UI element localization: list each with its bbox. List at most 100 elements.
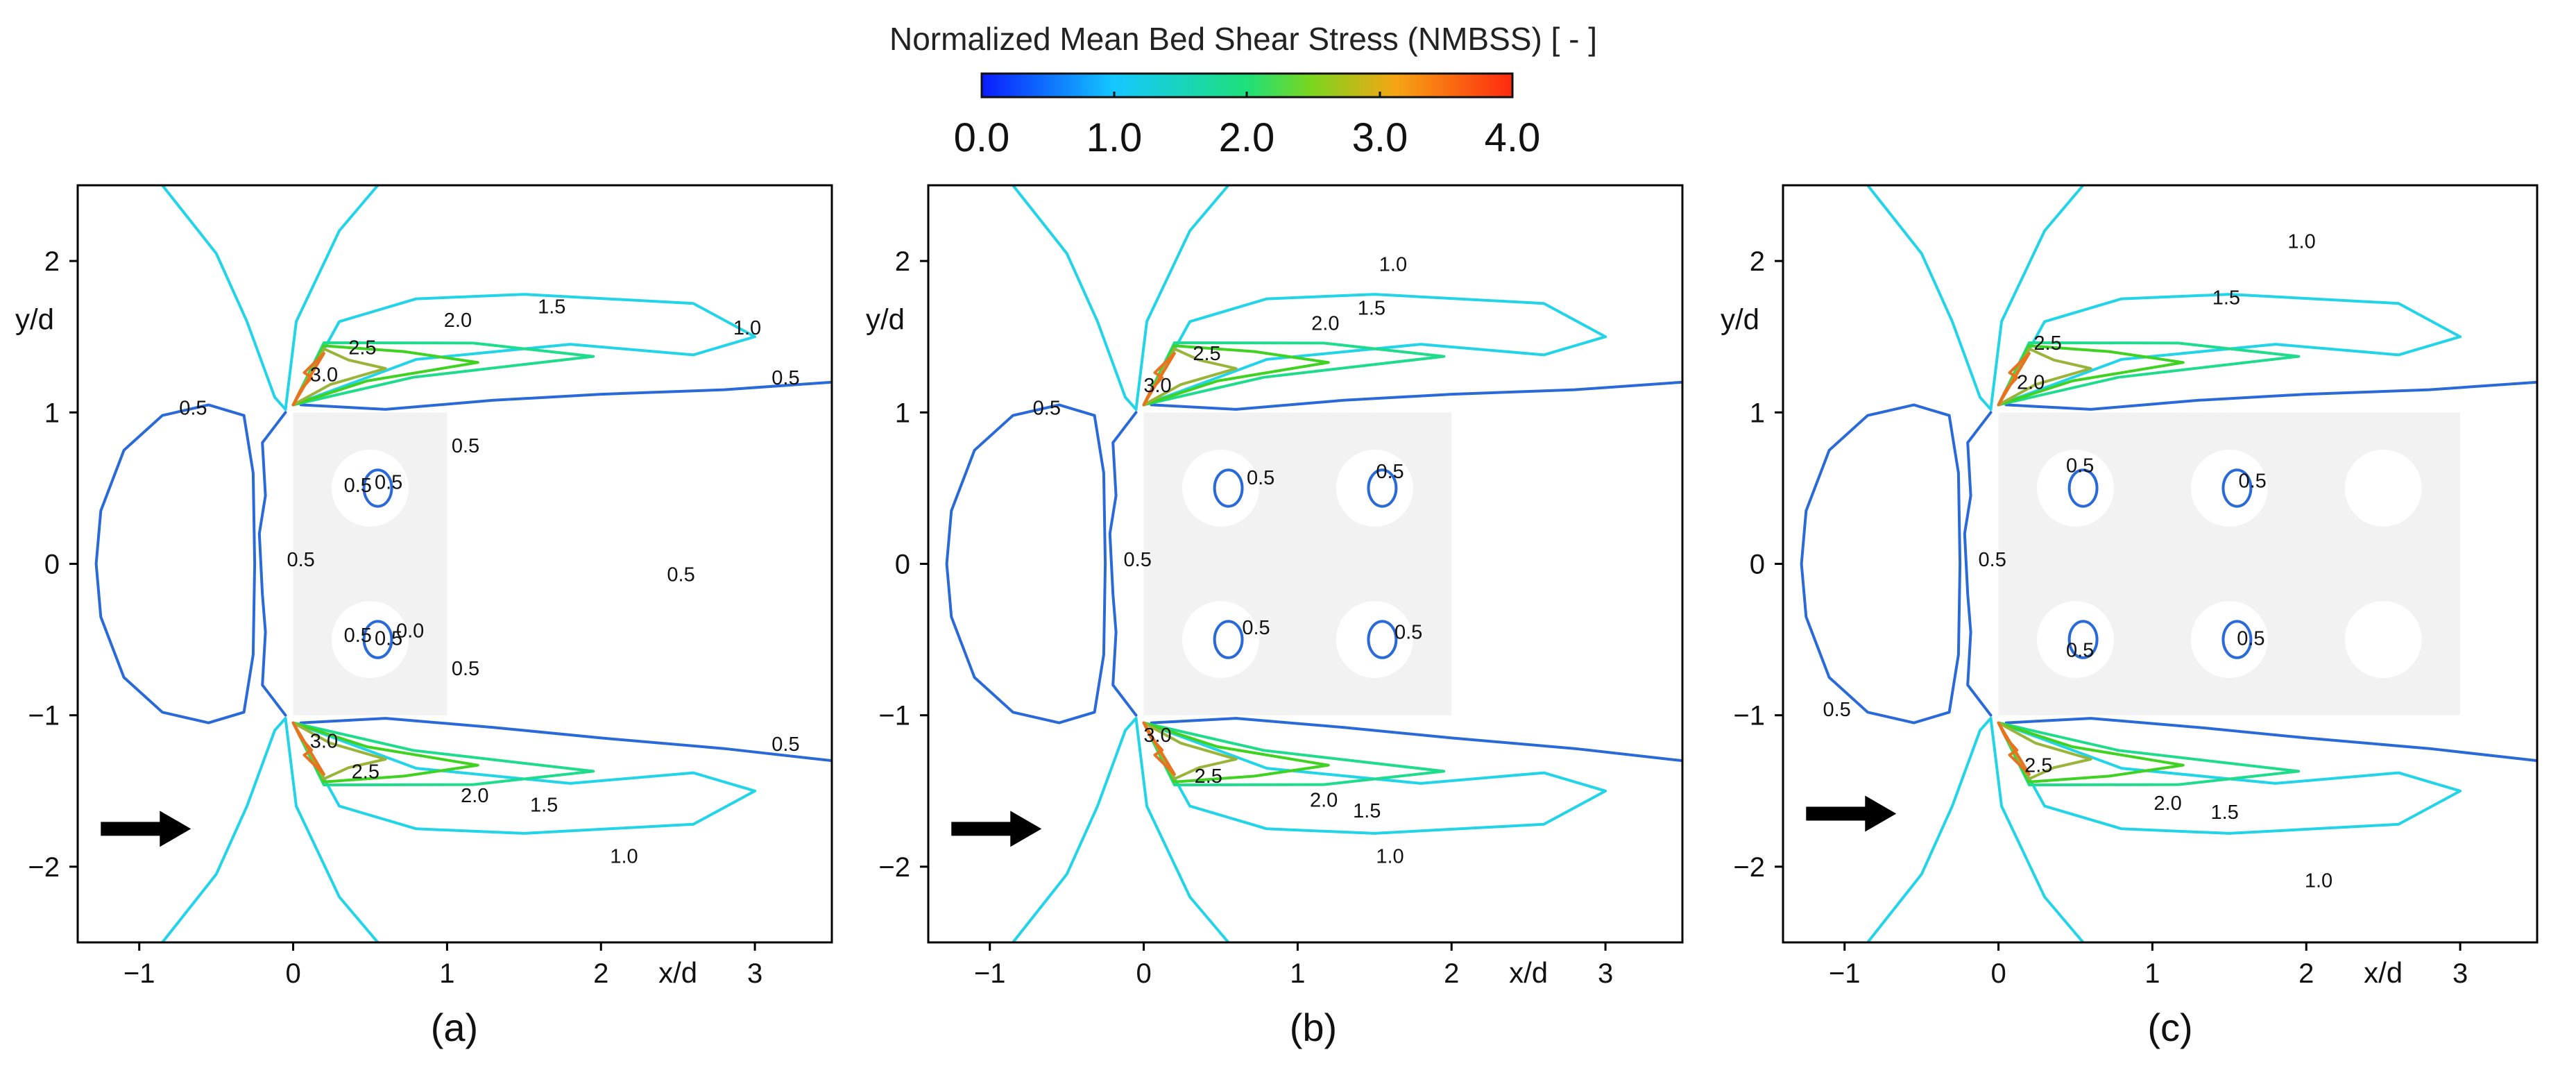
contour-label: 0.5: [1124, 549, 1152, 571]
contour-0.5-wake-upper: [1150, 380, 1682, 411]
y-axis-label: y/d: [866, 303, 905, 335]
colorbar-tick-label: 2.0: [1219, 115, 1275, 160]
contour-label: 0.5: [1247, 467, 1274, 489]
colorbar-ticks: [1113, 92, 1381, 97]
flow-direction-arrow: [101, 811, 191, 847]
contour-label: 2.5: [348, 337, 376, 359]
x-axis-label: x/d: [658, 956, 697, 989]
contour-label: 0.5: [1979, 549, 2006, 571]
colorbar-tick-label: 0.0: [954, 115, 1010, 160]
contour-label: 3.0: [310, 731, 338, 753]
contour-0.5-upstream-lobe: [945, 403, 1107, 724]
contour-label: 1.0: [1376, 845, 1404, 867]
contour-label: 0.5: [2238, 470, 2266, 492]
contour-0.5-front: [257, 411, 287, 717]
colorbar: Normalized Mean Bed Shear Stress (NMBSS)…: [889, 21, 1597, 160]
contour-1.0-wake-lower: [1997, 721, 2462, 835]
contour-3.0-upper: [1142, 352, 1176, 407]
contour-label: 0.5: [1823, 699, 1850, 721]
contour-label: 1.5: [538, 296, 565, 318]
contour-0.5-cylinder-loop: [2221, 468, 2253, 508]
y-tick-label: −1: [28, 701, 60, 731]
contour-1.0-tongue-upper: [1989, 185, 2085, 411]
colorbar-title: Normalized Mean Bed Shear Stress (NMBSS)…: [889, 21, 1597, 57]
x-tick-label: 2: [593, 958, 608, 989]
y-tick-label: −2: [1733, 852, 1765, 883]
contour-1.0-tongue-lower: [284, 717, 379, 942]
colorbar-tick-label: 4.0: [1485, 115, 1541, 160]
contour-3.0-lower: [1997, 721, 2031, 776]
contour-0.5-cylinder-loop: [2067, 620, 2099, 659]
x-tick-label: 3: [2453, 958, 2468, 989]
x-tick-label: −1: [1829, 958, 1861, 989]
x-axis-label: x/d: [2364, 956, 2403, 989]
contour-3.0-upper: [291, 352, 325, 407]
contour-0.5-cylinder-loop: [1367, 468, 1398, 508]
contour-label: 1.0: [1379, 253, 1407, 276]
cylinder: [1336, 601, 1413, 679]
cylinder: [2037, 601, 2114, 679]
contour-label: 2.5: [1193, 343, 1220, 365]
x-tick-label: 0: [1990, 958, 2006, 989]
contour-label: 1.0: [2287, 231, 2315, 253]
panel-3: 0.5 0.5 0.5 0.5 0.5 0.5 2.5 2.0 1.5 1.0 2.5 2.0 1.5 1…: [1721, 184, 2539, 1049]
contour-1.0-tongue-upper: [1134, 185, 1230, 411]
contour-label: 0.5: [2066, 640, 2094, 662]
contour-1.0-upstream-lower: [1866, 717, 1993, 942]
x-tick-label: 3: [747, 958, 762, 989]
x-tick-label: 1: [1290, 958, 1305, 989]
contour-0.5-upstream-lobe: [1800, 403, 1962, 724]
plot-area: [94, 185, 832, 942]
y-tick-label: −2: [878, 852, 910, 883]
y-tick-label: 1: [1750, 398, 1765, 428]
y-axis-label: y/d: [15, 303, 54, 335]
contour-label: 2.0: [444, 310, 472, 332]
contour-label: 3.0: [1143, 375, 1171, 397]
contour-1.0-wake-lower: [291, 721, 757, 835]
contour-0.5-wake-upper: [2004, 380, 2537, 411]
cylinder: [2037, 449, 2114, 527]
contour-0.5-upstream-lobe: [94, 403, 257, 724]
y-tick-label: 1: [44, 398, 60, 428]
contour-label: 0.5: [771, 367, 799, 389]
x-tick-label: 2: [1444, 958, 1459, 989]
cylinder: [332, 601, 409, 679]
contour-3.0-lower: [291, 721, 325, 776]
y-tick-label: 2: [895, 246, 910, 277]
contour-1.0-upstream-lower: [1012, 717, 1138, 942]
contour-label: 1.0: [610, 845, 638, 867]
contour-1.0-upstream-upper: [1866, 185, 1993, 411]
y-tick-label: 0: [44, 550, 60, 580]
contour-label: 0.5: [452, 435, 479, 457]
y-tick-label: 0: [1750, 550, 1765, 580]
contour-1.0-upstream-upper: [1012, 185, 1138, 411]
contour-label: 3.0: [310, 364, 338, 387]
contour-label: 2.5: [2033, 332, 2061, 355]
x-tick-label: 0: [285, 958, 300, 989]
contour-label: 2.5: [352, 761, 379, 783]
x-axis-label: x/d: [1509, 956, 1548, 989]
y-tick-label: −1: [878, 701, 910, 731]
contour-0.5-cylinder-loop: [362, 620, 393, 659]
contour-label: 0.5: [375, 472, 402, 494]
contour-label: 2.5: [2024, 755, 2052, 777]
panel-label: (c): [2147, 1006, 2192, 1049]
contour-0.5-cylinder-loop: [1367, 620, 1398, 659]
contour-1.0-wake-upper: [1997, 293, 2462, 407]
contour-0.5-cylinder-loop: [1213, 620, 1244, 659]
contour-label: 0.5: [452, 658, 479, 680]
contour-0.5-cylinder-loop: [1213, 468, 1244, 508]
y-axis-label: y/d: [1721, 303, 1759, 335]
contour-label: 1.5: [1353, 800, 1381, 822]
contour-0.5-cylinder-loop: [2221, 620, 2253, 659]
colorbar-tick-label: 3.0: [1352, 115, 1408, 160]
cylinder: [2344, 601, 2422, 679]
contour-1.5-upper: [291, 341, 595, 407]
cylinder: [2190, 449, 2268, 527]
plot-area: [945, 185, 1682, 942]
panel-label: (a): [431, 1006, 478, 1049]
y-tick-label: 0: [895, 550, 910, 580]
contour-label: 0.5: [1394, 622, 1422, 644]
colorbar-tick-label: 1.0: [1086, 115, 1143, 160]
contour-1.0-upstream-lower: [161, 717, 287, 942]
